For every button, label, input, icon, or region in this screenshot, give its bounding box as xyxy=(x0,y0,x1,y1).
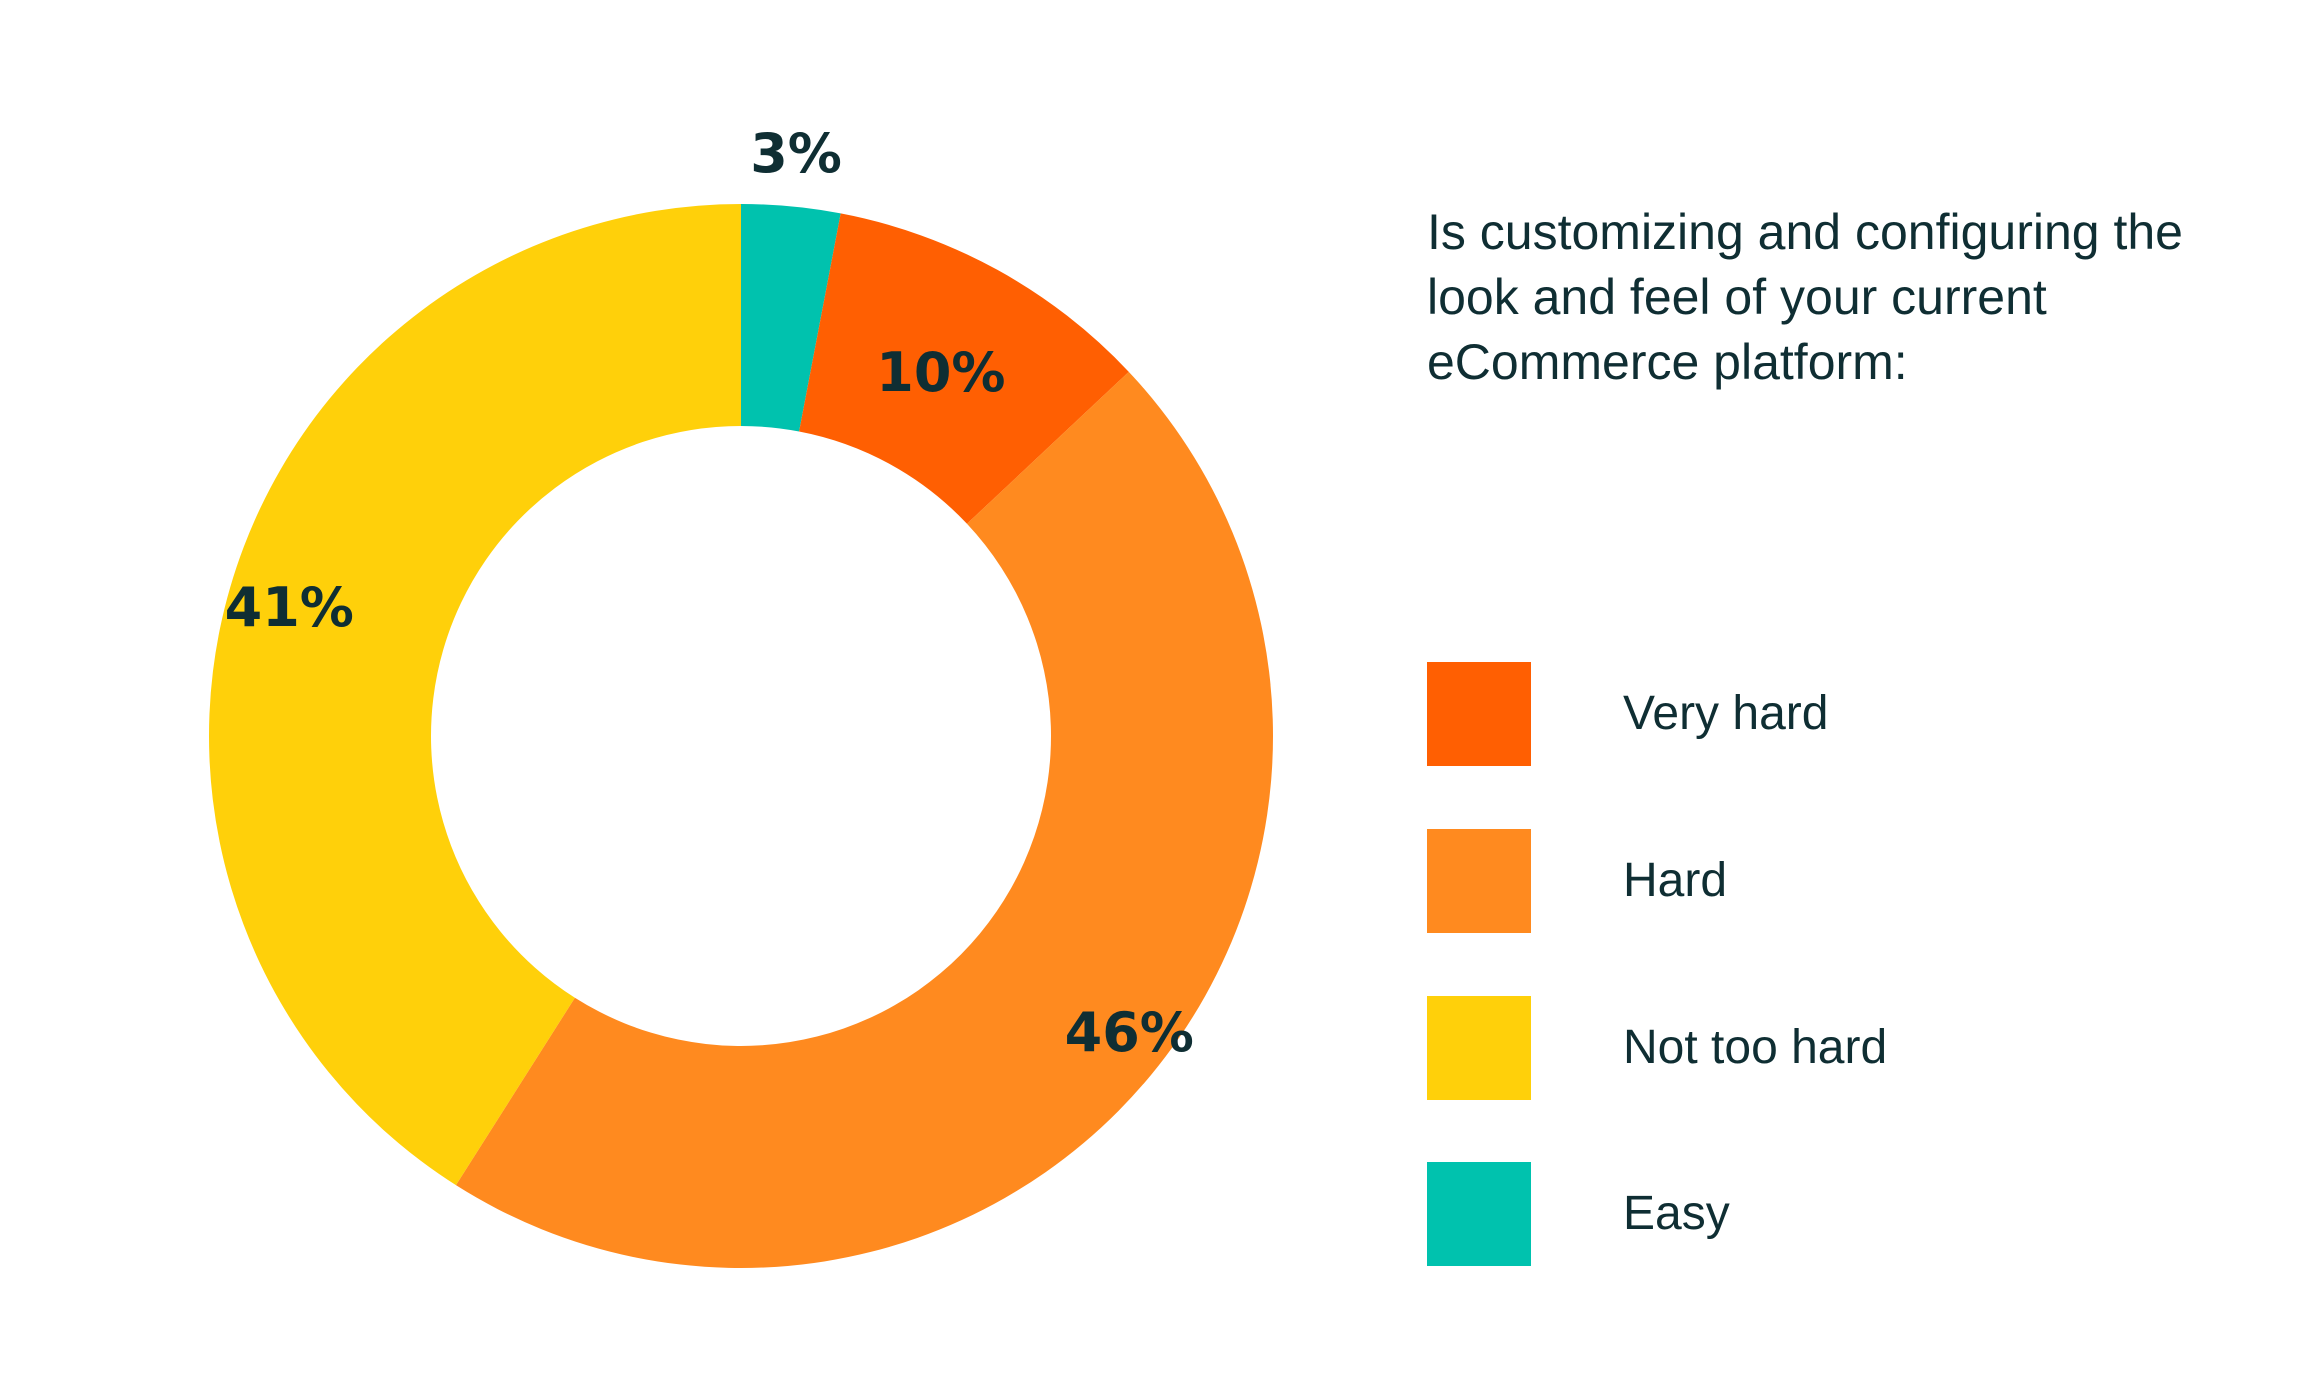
slice-labels: 3% 10% 46% 41% xyxy=(225,122,1194,1064)
slice-label-hard: 46% xyxy=(1065,1001,1194,1064)
legend-item-hard: Hard xyxy=(1427,829,2127,933)
legend-item-not-too-hard: Not too hard xyxy=(1427,996,2127,1100)
legend-label-very-hard: Very hard xyxy=(1623,687,1829,740)
legend-item-very-hard: Very hard xyxy=(1427,662,2127,766)
chart-title: Is customizing and configuring the look … xyxy=(1427,204,2183,390)
donut-slices xyxy=(208,204,1273,1269)
legend-swatch-not-too-hard xyxy=(1427,996,1531,1100)
legend-item-easy: Easy xyxy=(1427,1162,2127,1266)
legend-label-not-too-hard: Not too hard xyxy=(1623,1021,1888,1074)
slice-label-easy: 3% xyxy=(750,122,842,185)
legend-swatch-hard xyxy=(1427,829,1531,933)
slice-very-hard xyxy=(799,213,1129,524)
slice-not-too-hard xyxy=(208,204,741,1186)
slice-label-not-too-hard: 41% xyxy=(225,576,354,639)
slice-easy xyxy=(741,204,841,432)
legend-label-easy: Easy xyxy=(1623,1187,1730,1240)
legend-swatch-easy xyxy=(1427,1162,1531,1266)
legend-swatch-very-hard xyxy=(1427,662,1531,766)
legend-label-hard: Hard xyxy=(1623,854,1728,907)
slice-label-very-hard: 10% xyxy=(876,341,1005,404)
slice-hard xyxy=(455,371,1273,1269)
